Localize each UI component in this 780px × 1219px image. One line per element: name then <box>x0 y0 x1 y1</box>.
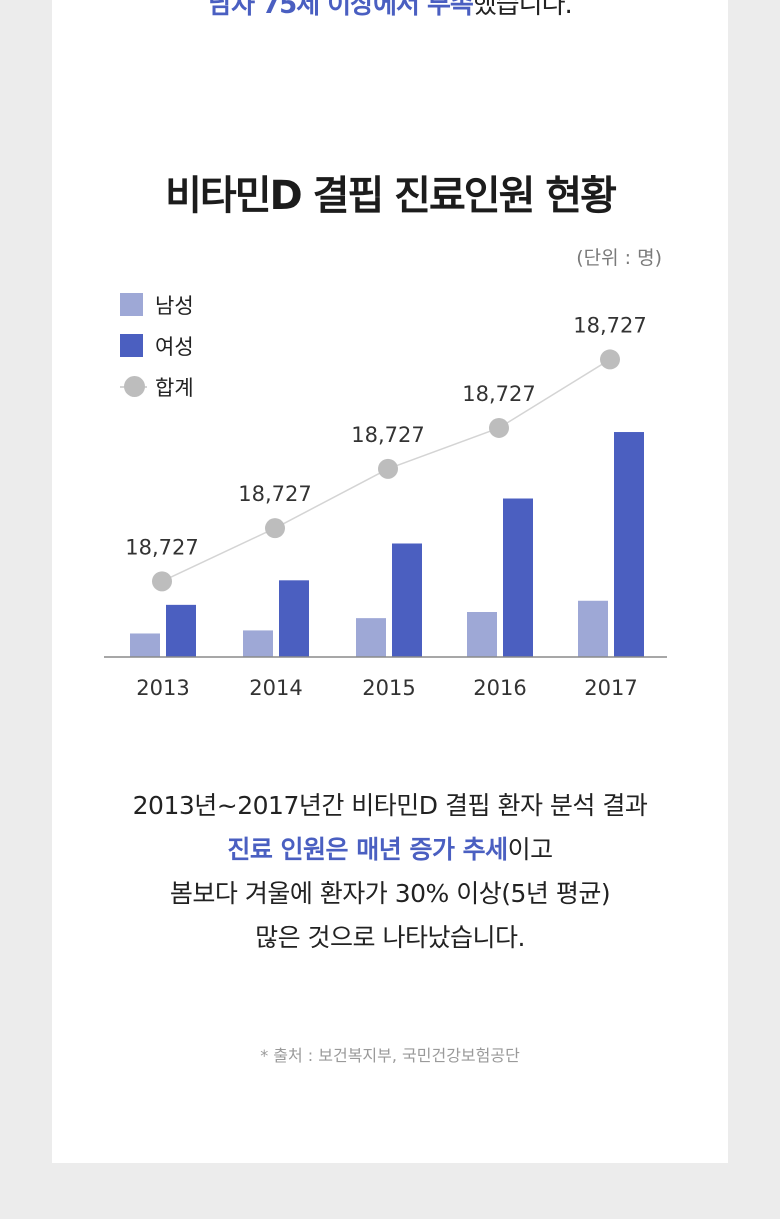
legend-swatch-male <box>120 293 143 316</box>
bar-male-2016 <box>467 612 497 657</box>
x-tick-label-2016: 2016 <box>473 676 526 700</box>
total-label-2015: 18,727 <box>351 423 424 447</box>
bar-female-2016 <box>503 498 533 657</box>
legend-item-male: 남성 <box>120 284 194 325</box>
legend-label-male: 남성 <box>155 293 194 318</box>
total-point-2014 <box>265 518 285 539</box>
total-point-2013 <box>152 571 172 592</box>
x-tick-label-2015: 2015 <box>362 676 415 700</box>
summary-line-3: 봄보다 겨울에 환자가 30% 이상(5년 평균) <box>169 879 611 908</box>
x-tick-label-2017: 2017 <box>584 676 637 700</box>
bar-male-2017 <box>578 600 608 657</box>
legend-label-total: 합계 <box>155 375 194 400</box>
legend-label-female: 여성 <box>155 334 194 359</box>
summary-highlight: 진료 인원은 매년 증가 추세 <box>227 835 508 864</box>
bar-male-2013 <box>130 633 160 657</box>
chart-plot: 2013 2014 2015 2016 2017 18,727 18,727 18,727 18… <box>104 313 667 700</box>
legend-item-female: 여성 <box>120 325 194 366</box>
total-point-2016 <box>489 417 509 438</box>
bar-male-2014 <box>243 630 273 657</box>
chart-legend: 남성 여성 합계 <box>120 284 194 407</box>
x-tick-label-2013: 2013 <box>136 676 189 700</box>
total-label-2013: 18,727 <box>125 535 198 559</box>
legend-swatch-female <box>120 334 143 357</box>
summary-text: 2013년~2017년간 비타민D 결핍 환자 분석 결과 진료 인원은 매년 … <box>0 784 780 960</box>
total-point-2017 <box>600 349 620 370</box>
summary-line-2: 진료 인원은 매년 증가 추세이고 <box>0 828 780 872</box>
summary-line-2-rest: 이고 <box>507 835 554 864</box>
bar-female-2013 <box>166 604 196 657</box>
chart-title: 비타민D 결핍 진료인원 현황 <box>165 173 617 219</box>
x-tick-label-2014: 2014 <box>249 676 302 700</box>
legend-marker-total <box>120 375 147 398</box>
summary-line-1: 2013년~2017년간 비타민D 결핍 환자 분석 결과 <box>132 791 648 820</box>
source-note: * 출처 : 보건복지부, 국민건강보험공단 <box>260 1046 520 1065</box>
bar-female-2015 <box>392 543 422 657</box>
total-label-2016: 18,727 <box>462 382 535 406</box>
legend-item-total: 합계 <box>120 366 194 407</box>
total-point-2015 <box>378 458 398 479</box>
total-label-2014: 18,727 <box>238 482 311 506</box>
total-label-2017: 18,727 <box>573 313 646 337</box>
intro-rest: 했습니다. <box>472 0 573 20</box>
intro-highlight: 남자 75세 이상에서 부족 <box>208 0 474 20</box>
bar-male-2015 <box>356 618 386 657</box>
intro-text: 남자 75세 이상에서 부족했습니다. <box>0 0 780 21</box>
unit-label: (단위 : 명) <box>576 247 662 269</box>
bar-female-2017 <box>614 432 644 657</box>
summary-line-4: 많은 것으로 나타났습니다. <box>255 923 525 952</box>
bar-female-2014 <box>279 580 309 657</box>
